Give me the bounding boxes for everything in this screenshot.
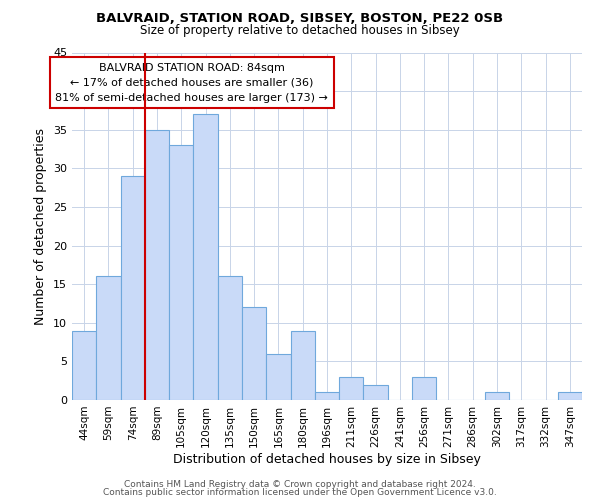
Bar bbox=[290, 330, 315, 400]
Bar bbox=[315, 392, 339, 400]
Bar bbox=[558, 392, 582, 400]
Text: Contains HM Land Registry data © Crown copyright and database right 2024.: Contains HM Land Registry data © Crown c… bbox=[124, 480, 476, 489]
Y-axis label: Number of detached properties: Number of detached properties bbox=[34, 128, 47, 325]
Bar bbox=[145, 130, 169, 400]
Bar bbox=[339, 377, 364, 400]
Bar bbox=[266, 354, 290, 400]
Bar bbox=[193, 114, 218, 400]
Bar bbox=[121, 176, 145, 400]
X-axis label: Distribution of detached houses by size in Sibsey: Distribution of detached houses by size … bbox=[173, 452, 481, 466]
Bar bbox=[72, 330, 96, 400]
Text: BALVRAID, STATION ROAD, SIBSEY, BOSTON, PE22 0SB: BALVRAID, STATION ROAD, SIBSEY, BOSTON, … bbox=[97, 12, 503, 26]
Text: Size of property relative to detached houses in Sibsey: Size of property relative to detached ho… bbox=[140, 24, 460, 37]
Bar bbox=[169, 145, 193, 400]
Bar bbox=[485, 392, 509, 400]
Bar bbox=[218, 276, 242, 400]
Bar bbox=[412, 377, 436, 400]
Bar bbox=[242, 308, 266, 400]
Bar bbox=[364, 384, 388, 400]
Text: BALVRAID STATION ROAD: 84sqm
← 17% of detached houses are smaller (36)
81% of se: BALVRAID STATION ROAD: 84sqm ← 17% of de… bbox=[55, 63, 328, 102]
Bar bbox=[96, 276, 121, 400]
Text: Contains public sector information licensed under the Open Government Licence v3: Contains public sector information licen… bbox=[103, 488, 497, 497]
